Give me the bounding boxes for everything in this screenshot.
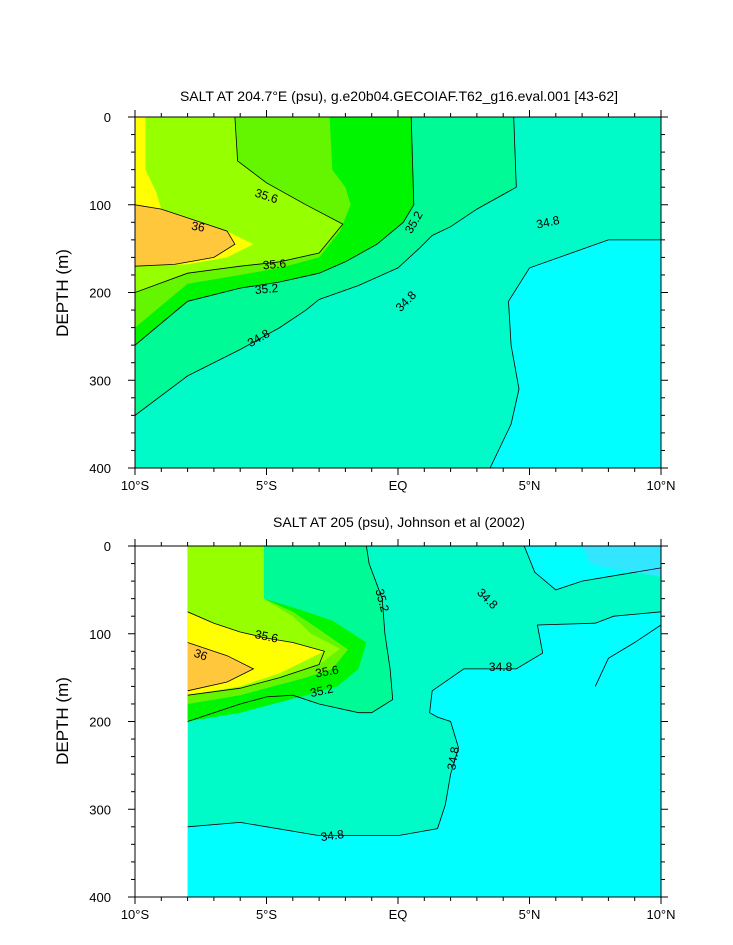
panel-observations: SALT AT 205 (psu), Johnson et al (2002) … (53, 514, 676, 922)
contour-line-36 (187, 642, 255, 692)
contour-label: 35.6 (314, 663, 340, 681)
x-tick-label: EQ (389, 907, 408, 922)
x-tick-label: 5°N (519, 478, 541, 493)
salinity-band-34.6 (595, 625, 661, 687)
y-tick-label: 400 (89, 890, 111, 905)
contour-line-34.8 (594, 624, 661, 687)
contour-label: 35.2 (372, 587, 392, 613)
y-tick-label: 400 (89, 461, 111, 476)
contour-line-34.8 (135, 117, 517, 416)
y-tick-label: 200 (89, 715, 111, 730)
salinity-band-36 (187, 642, 254, 691)
x-tick-label: 5°N (519, 907, 541, 922)
contour-label: 36 (192, 646, 210, 664)
salinity-band-34.6 (187, 611, 661, 897)
contour-label: 35.6 (262, 256, 287, 272)
contour-label: 35.6 (253, 186, 280, 207)
y-tick-label: 300 (89, 373, 111, 388)
panel-model: SALT AT 204.7°E (psu), g.e20b04.GECOIAF.… (53, 88, 676, 493)
contour-line-34.8 (523, 546, 661, 591)
contour-line-34.8 (489, 239, 661, 468)
contour-label: 34.8 (489, 660, 513, 674)
plot-area: 35.636 35.2 34.835.635.2 34.834.8 (135, 117, 661, 468)
y-axis-label: DEPTH (m) (53, 249, 72, 337)
salinity-band-34.4 (582, 546, 661, 577)
salinity-band-36 (135, 204, 235, 267)
contour-label: 35.2 (254, 281, 279, 297)
y-tick-label: 200 (89, 286, 111, 301)
y-tick-label: 0 (104, 539, 111, 554)
x-tick-label: 10°N (646, 478, 675, 493)
contour-line-36 (135, 204, 236, 267)
contour-label: 34.8 (535, 213, 561, 232)
contour-label: 35.6 (254, 627, 280, 646)
contour-line-35.6 (135, 117, 344, 293)
y-tick-label: 100 (89, 627, 111, 642)
contour-line-34.8 (187, 611, 661, 836)
x-tick-label: 10°S (121, 907, 150, 922)
y-tick-label: 300 (89, 802, 111, 817)
chart-title: SALT AT 205 (psu), Johnson et al (2002) (273, 514, 525, 530)
contour-line-35.2 (135, 117, 415, 346)
x-tick-label: 10°N (646, 907, 675, 922)
y-tick-label: 0 (104, 110, 111, 125)
x-tick-label: 5°S (256, 907, 277, 922)
contour-line-35.6 (187, 611, 325, 696)
contour-label: 35.2 (309, 681, 335, 700)
y-axis-label: DEPTH (m) (53, 677, 72, 765)
contour-label: 34.8 (320, 827, 345, 844)
contour-line-35.2 (187, 546, 394, 722)
y-tick-label: 100 (89, 198, 111, 213)
contour-label: 36 (190, 219, 206, 235)
chart-title: SALT AT 204.7°E (psu), g.e20b04.GECOIAF.… (180, 88, 618, 104)
x-tick-label: EQ (389, 478, 408, 493)
contour-label: 34.8 (444, 745, 462, 771)
x-tick-label: 10°S (121, 478, 150, 493)
x-tick-label: 5°S (256, 478, 277, 493)
